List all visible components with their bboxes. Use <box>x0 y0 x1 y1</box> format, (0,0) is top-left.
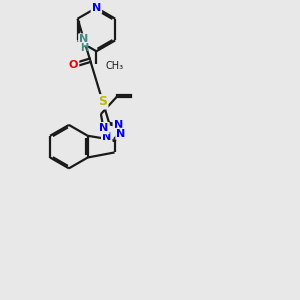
Text: H: H <box>80 43 88 52</box>
Text: N: N <box>79 34 88 44</box>
Text: N: N <box>102 132 111 142</box>
Text: N: N <box>99 123 109 133</box>
Text: N: N <box>92 3 101 13</box>
Text: CH₃: CH₃ <box>105 61 123 71</box>
Text: N: N <box>116 129 126 139</box>
Text: N: N <box>114 120 123 130</box>
Text: S: S <box>98 95 107 108</box>
Text: O: O <box>69 60 78 70</box>
